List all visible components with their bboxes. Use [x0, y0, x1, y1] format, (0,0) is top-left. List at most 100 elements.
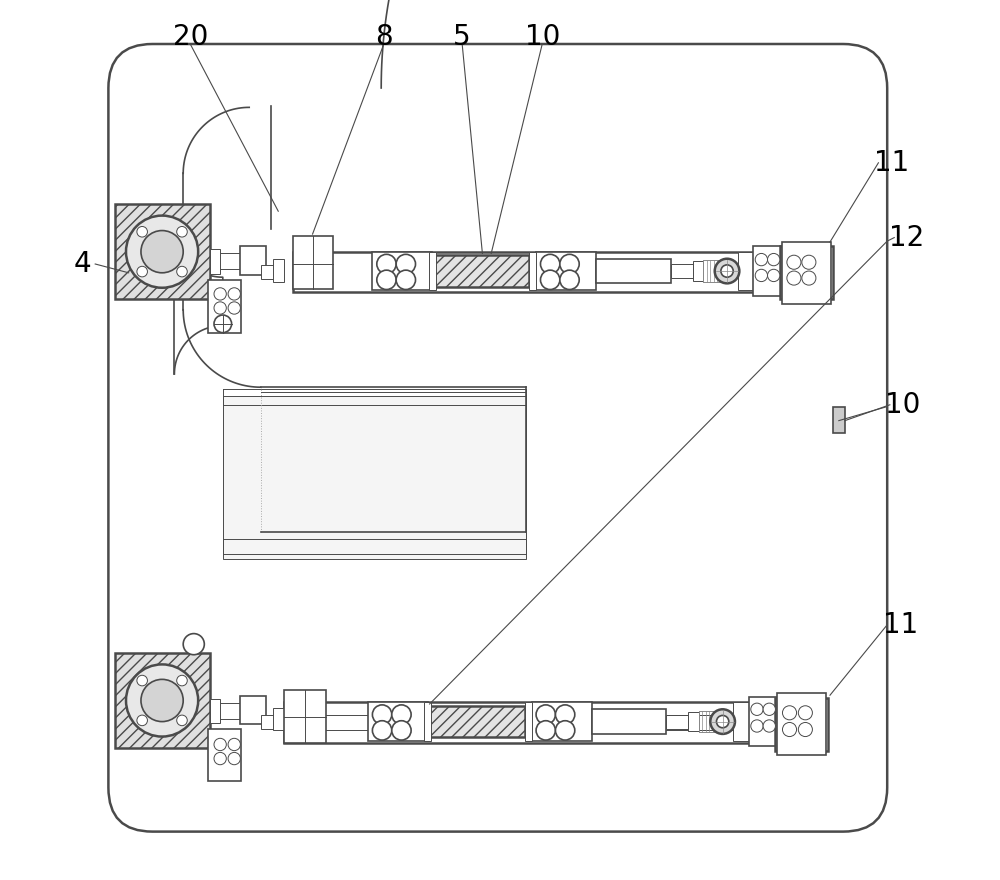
Circle shape — [798, 722, 812, 737]
Circle shape — [214, 738, 226, 751]
Circle shape — [751, 703, 763, 715]
Circle shape — [372, 705, 392, 724]
Bar — [284, 690, 326, 743]
Bar — [293, 264, 795, 280]
Text: 4: 4 — [73, 250, 91, 278]
Bar — [208, 280, 241, 333]
Circle shape — [787, 255, 801, 269]
Circle shape — [396, 254, 416, 274]
Circle shape — [802, 255, 816, 269]
Circle shape — [228, 738, 240, 751]
Text: 11: 11 — [874, 149, 909, 177]
Bar — [532, 702, 592, 741]
Bar — [688, 712, 699, 731]
Bar — [703, 260, 721, 282]
Circle shape — [715, 259, 739, 283]
Circle shape — [768, 269, 780, 282]
Circle shape — [755, 269, 768, 282]
Circle shape — [787, 271, 801, 285]
Bar — [368, 702, 428, 741]
Bar — [284, 715, 796, 730]
Circle shape — [214, 752, 226, 765]
Circle shape — [768, 253, 780, 266]
Circle shape — [126, 216, 198, 288]
Circle shape — [177, 226, 187, 237]
Circle shape — [560, 254, 579, 274]
Bar — [273, 708, 284, 730]
Circle shape — [392, 705, 411, 724]
Bar — [261, 265, 276, 279]
Circle shape — [716, 715, 729, 728]
Bar — [777, 693, 826, 755]
Circle shape — [536, 705, 555, 724]
Bar — [240, 246, 266, 275]
Circle shape — [214, 302, 226, 314]
Circle shape — [372, 721, 392, 740]
Bar — [699, 711, 716, 732]
Circle shape — [377, 254, 396, 274]
Circle shape — [763, 703, 775, 715]
Circle shape — [755, 253, 768, 266]
Bar — [210, 253, 245, 269]
Bar — [749, 697, 777, 746]
Circle shape — [214, 315, 232, 333]
Circle shape — [782, 722, 797, 737]
Bar — [536, 252, 596, 290]
Circle shape — [782, 706, 797, 720]
Bar — [424, 702, 431, 741]
Circle shape — [763, 720, 775, 732]
Bar — [208, 729, 241, 781]
Bar — [115, 653, 210, 748]
Bar — [293, 236, 333, 289]
Circle shape — [802, 271, 816, 285]
Bar — [775, 698, 828, 751]
Circle shape — [177, 715, 187, 726]
Text: 10: 10 — [525, 23, 560, 51]
Circle shape — [721, 265, 733, 277]
Circle shape — [228, 302, 240, 314]
Circle shape — [751, 720, 763, 732]
Circle shape — [536, 721, 555, 740]
Bar — [596, 259, 671, 283]
Bar — [432, 255, 529, 287]
Text: 12: 12 — [889, 224, 924, 252]
Circle shape — [141, 231, 183, 273]
Bar — [223, 396, 526, 559]
Circle shape — [137, 715, 147, 726]
Circle shape — [377, 270, 396, 290]
Bar — [693, 261, 703, 281]
Bar — [284, 702, 796, 743]
Circle shape — [555, 705, 575, 724]
Circle shape — [798, 706, 812, 720]
Circle shape — [710, 709, 735, 734]
Bar — [372, 252, 432, 290]
Bar — [115, 204, 210, 299]
Bar — [592, 709, 666, 734]
Bar — [429, 252, 436, 290]
Circle shape — [214, 288, 226, 300]
Circle shape — [555, 721, 575, 740]
Circle shape — [392, 721, 411, 740]
Circle shape — [396, 270, 416, 290]
Circle shape — [137, 675, 147, 686]
Circle shape — [126, 664, 198, 737]
Bar — [293, 252, 795, 292]
Text: 20: 20 — [173, 23, 208, 51]
Bar — [671, 264, 693, 278]
Circle shape — [177, 267, 187, 277]
Bar — [210, 249, 220, 274]
Circle shape — [183, 634, 204, 655]
Bar — [733, 702, 751, 741]
Circle shape — [141, 679, 183, 722]
Circle shape — [540, 254, 560, 274]
Circle shape — [137, 267, 147, 277]
Circle shape — [177, 675, 187, 686]
FancyBboxPatch shape — [108, 44, 887, 832]
Circle shape — [560, 270, 579, 290]
Text: 8: 8 — [375, 23, 393, 51]
Circle shape — [540, 270, 560, 290]
Bar — [782, 242, 831, 304]
Text: 11: 11 — [883, 611, 918, 639]
Bar — [273, 259, 284, 282]
Bar — [666, 715, 688, 729]
